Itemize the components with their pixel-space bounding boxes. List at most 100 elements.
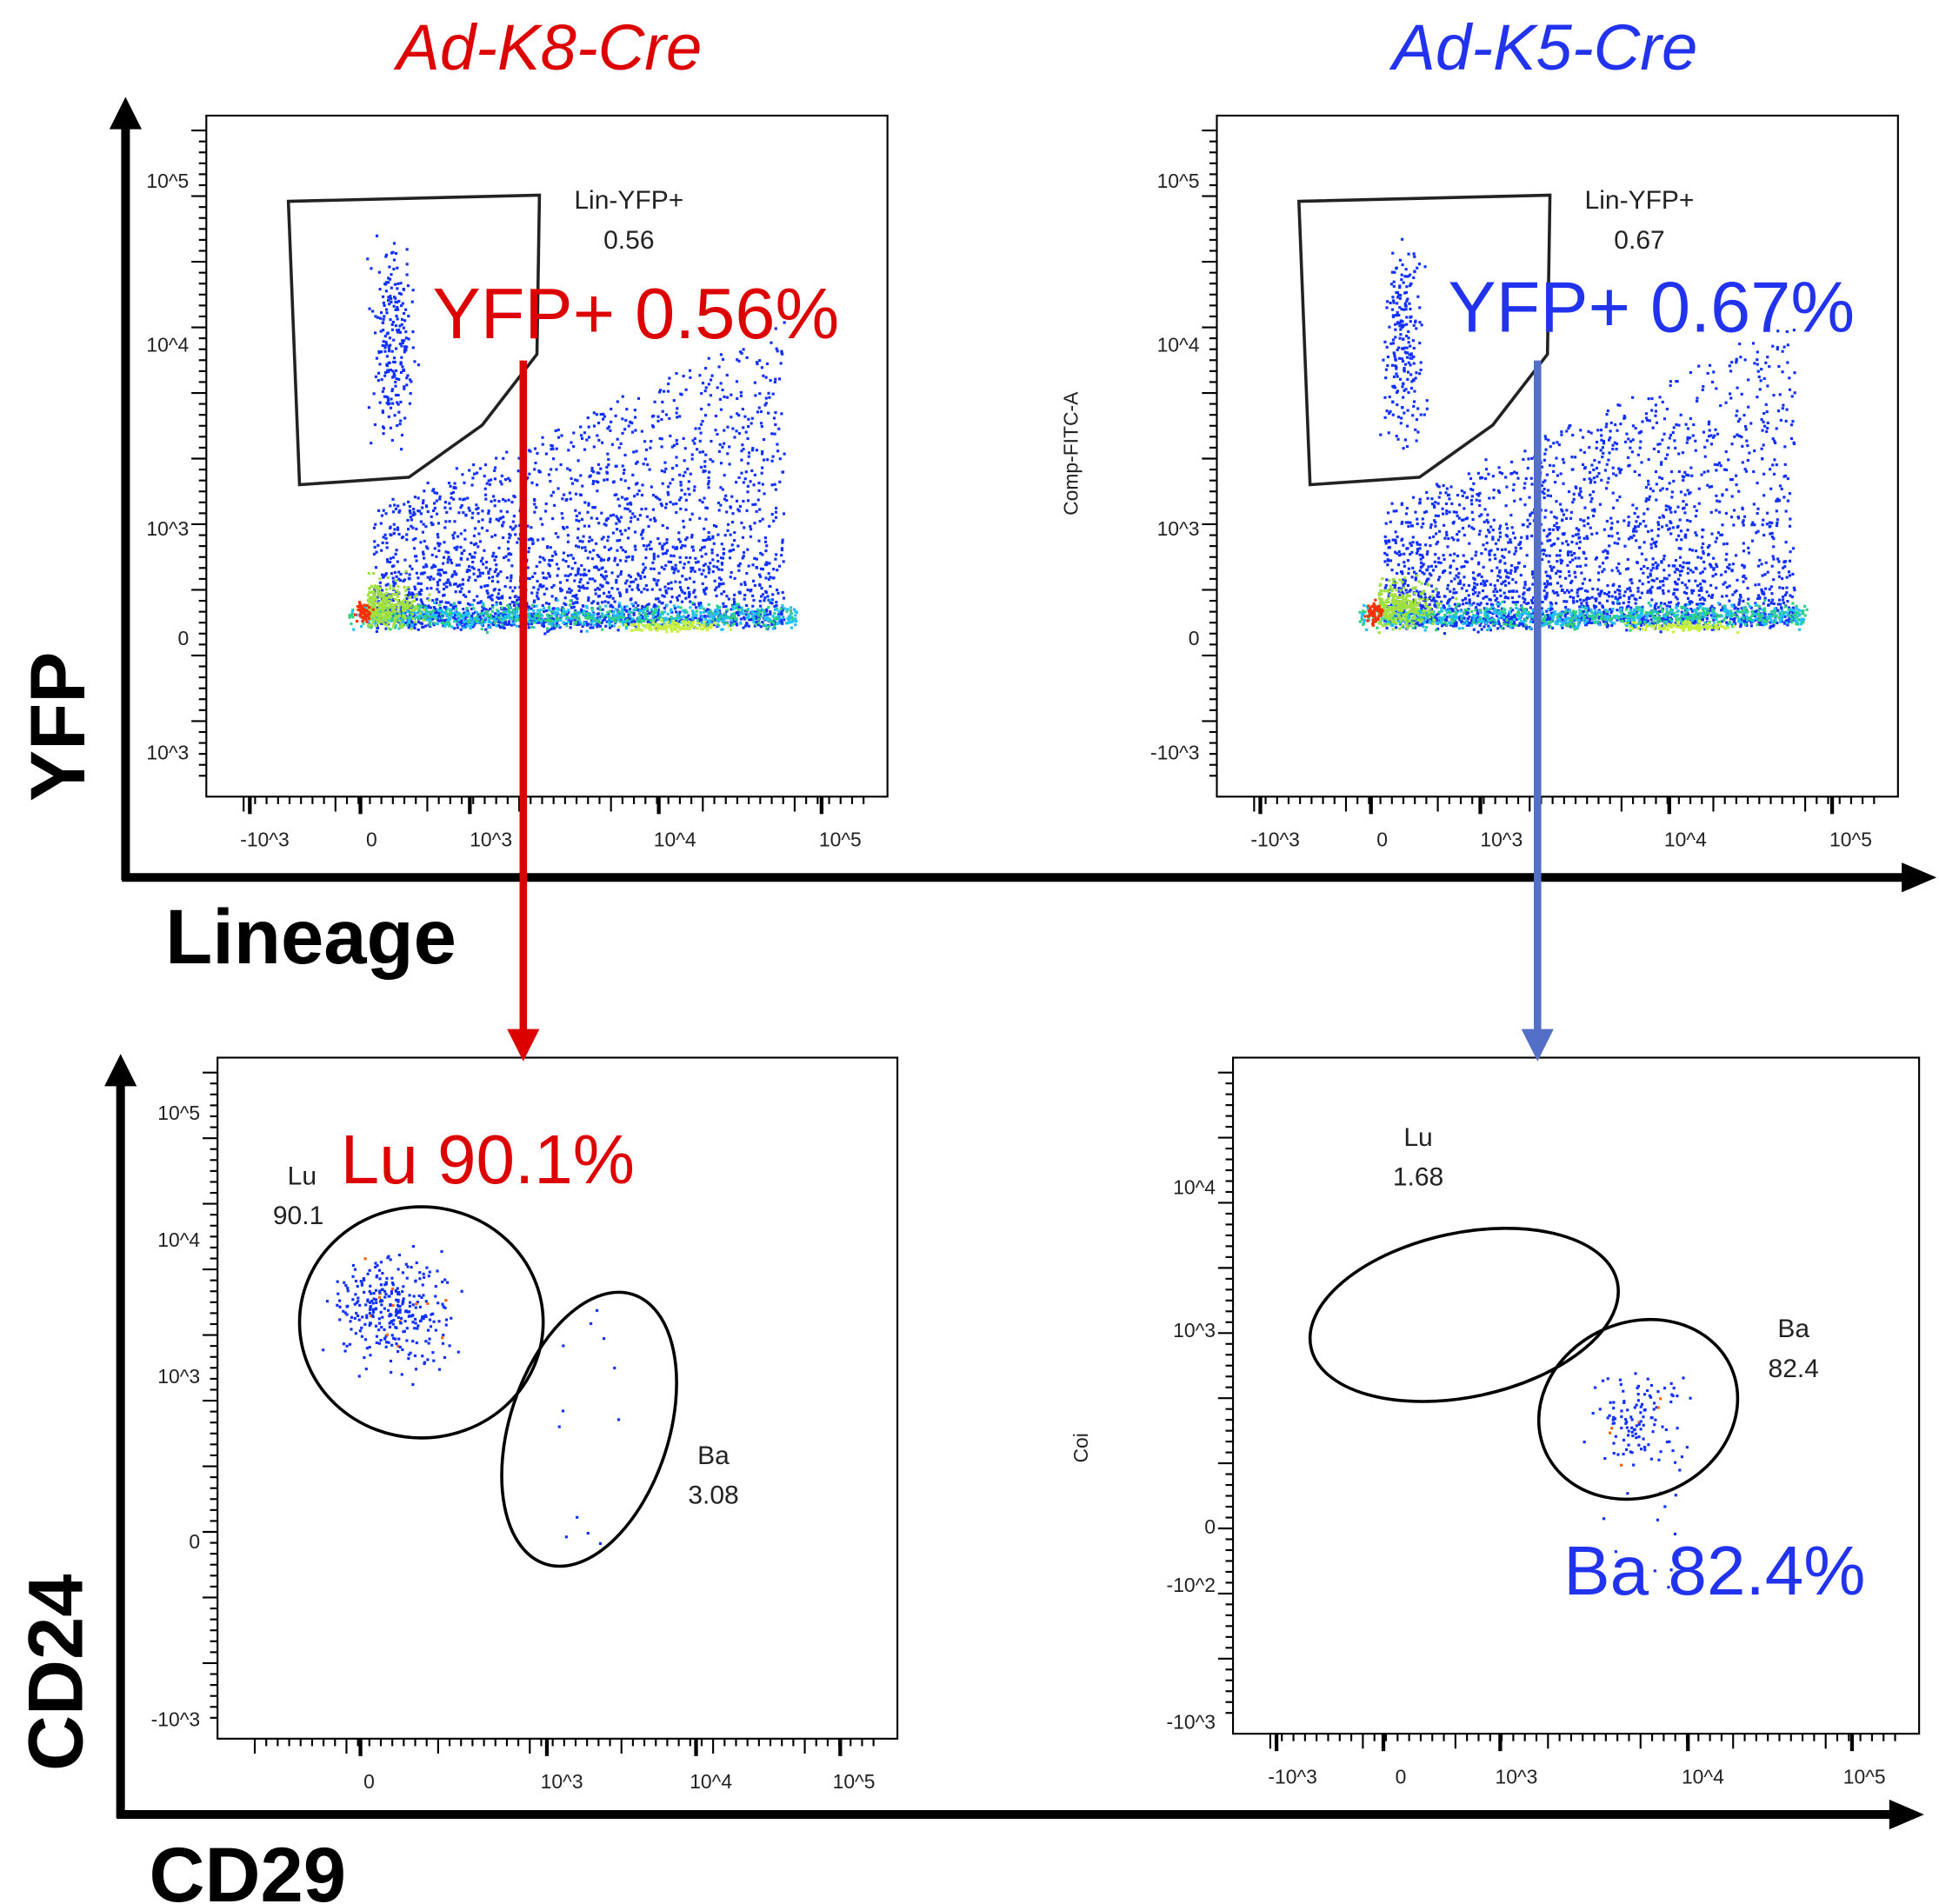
data-point xyxy=(512,527,516,530)
data-point xyxy=(610,620,613,623)
data-point xyxy=(572,616,576,619)
data-point xyxy=(607,556,610,560)
data-point xyxy=(526,616,530,619)
data-point xyxy=(570,441,573,444)
data-point xyxy=(1684,423,1688,426)
data-point xyxy=(475,619,478,622)
data-point xyxy=(356,604,360,609)
data-point xyxy=(700,555,703,558)
data-point xyxy=(774,377,777,381)
data-point xyxy=(384,253,389,256)
data-point xyxy=(1716,531,1721,535)
data-point xyxy=(602,536,605,539)
data-point xyxy=(469,617,473,621)
data-point xyxy=(616,539,619,543)
data-point xyxy=(634,601,637,604)
data-point xyxy=(1746,586,1749,590)
data-point xyxy=(482,607,486,610)
data-point xyxy=(448,624,451,628)
y-tick-label: 10^5 xyxy=(146,170,189,192)
data-point xyxy=(371,608,375,611)
data-point xyxy=(765,618,770,622)
data-point xyxy=(1788,388,1792,391)
data-point xyxy=(472,599,476,602)
data-point xyxy=(406,607,410,610)
data-point xyxy=(386,399,390,403)
data-point xyxy=(684,538,688,542)
data-point xyxy=(735,622,738,625)
data-point xyxy=(499,625,503,629)
data-point xyxy=(1543,492,1546,496)
data-point xyxy=(790,612,794,616)
data-point xyxy=(690,457,694,461)
data-point xyxy=(608,596,611,599)
data-point xyxy=(366,257,370,261)
data-point xyxy=(720,592,723,596)
data-point xyxy=(489,607,492,610)
data-point xyxy=(670,581,673,584)
data-point xyxy=(555,468,558,471)
data-point xyxy=(628,584,631,588)
data-point xyxy=(691,624,696,628)
data-point xyxy=(377,591,381,595)
data-point xyxy=(623,618,627,622)
data-point xyxy=(760,424,763,429)
data-point xyxy=(684,556,688,559)
data-point xyxy=(651,615,655,618)
data-point xyxy=(548,608,551,612)
data-point xyxy=(384,512,388,516)
data-point xyxy=(1469,499,1473,503)
data-point xyxy=(396,619,400,622)
data-point xyxy=(589,474,592,477)
data-point xyxy=(1654,403,1657,407)
data-point xyxy=(509,534,512,537)
data-point xyxy=(704,586,709,589)
data-point xyxy=(547,473,551,476)
data-point xyxy=(408,573,411,576)
data-point xyxy=(736,613,741,617)
data-point xyxy=(654,597,658,601)
data-point xyxy=(438,603,442,607)
data-point xyxy=(1786,623,1789,627)
data-point xyxy=(380,378,383,382)
data-point xyxy=(461,624,464,628)
data-point xyxy=(1587,609,1590,612)
data-point xyxy=(386,627,390,630)
data-point xyxy=(362,616,366,620)
data-point xyxy=(386,621,390,624)
data-point xyxy=(408,504,411,509)
data-point xyxy=(418,613,423,617)
data-point xyxy=(698,374,702,377)
data-point xyxy=(703,563,707,566)
data-point xyxy=(636,608,640,611)
data-point xyxy=(1435,613,1438,617)
data-point xyxy=(633,622,637,626)
data-point xyxy=(422,550,425,554)
gate-polygon[interactable] xyxy=(286,193,542,487)
data-point xyxy=(781,622,784,625)
data-point xyxy=(402,287,405,291)
data-point xyxy=(1758,607,1762,610)
data-point xyxy=(775,601,778,604)
data-point xyxy=(764,549,768,553)
data-point xyxy=(483,549,486,552)
data-point xyxy=(404,330,408,334)
data-point xyxy=(667,619,670,622)
data-point xyxy=(369,609,372,612)
data-point xyxy=(451,490,455,494)
data-point xyxy=(629,501,632,504)
data-point xyxy=(606,516,610,520)
data-point xyxy=(1401,572,1404,576)
data-point xyxy=(667,582,670,585)
data-point xyxy=(416,576,420,580)
data-point xyxy=(775,616,778,619)
data-point xyxy=(485,609,489,614)
data-point xyxy=(707,403,710,407)
data-point xyxy=(596,607,600,610)
data-point xyxy=(627,609,630,613)
data-point xyxy=(450,561,454,565)
data-point xyxy=(1694,549,1698,553)
data-point xyxy=(384,627,388,630)
data-point xyxy=(671,619,676,623)
data-point xyxy=(490,579,495,583)
